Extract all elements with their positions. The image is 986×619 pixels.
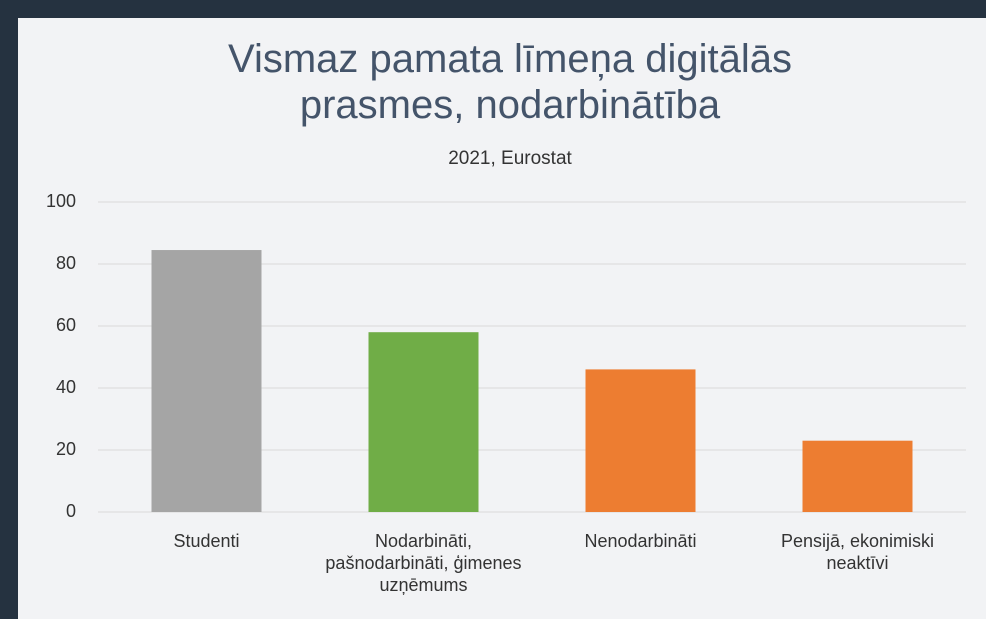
x-tick-label: Studenti [173,531,240,551]
y-tick-label: 20 [56,439,76,459]
chart-title: Vismaz pamata līmeņa digitālās prasmes, … [228,37,792,127]
bar [368,332,479,512]
y-tick-label: 100 [46,191,76,211]
bar [802,440,913,512]
chart-subtitle: 2021, Eurostat [448,148,572,169]
bar [151,250,262,513]
x-tick-label: Nodarbināti, pašnodarbināti, ģimenes uzņ… [325,531,522,595]
y-tick-label: 80 [56,253,76,273]
bar [585,369,696,512]
y-tick-label: 60 [56,315,76,335]
x-tick-label: Nenodarbināti [584,531,697,551]
y-tick-label: 40 [56,377,76,397]
y-tick-label: 0 [66,501,76,521]
x-tick-label: Pensijā, ekonimiski neaktīvi [780,531,935,573]
